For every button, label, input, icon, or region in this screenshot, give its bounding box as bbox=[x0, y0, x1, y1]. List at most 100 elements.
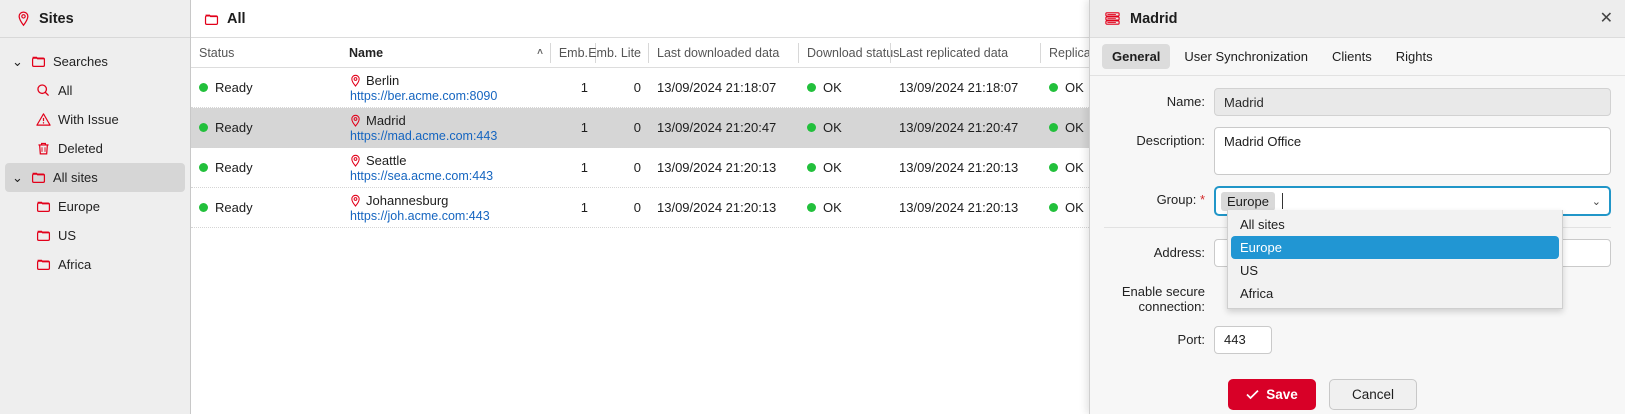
sidebar-item-us[interactable]: US bbox=[5, 221, 185, 250]
group-selected-chip[interactable]: Europe bbox=[1221, 191, 1275, 211]
sidebar-item-label: All sites bbox=[53, 170, 98, 185]
cell-emblite: 0 bbox=[633, 200, 641, 215]
site-name-text: Madrid bbox=[366, 112, 406, 128]
name-field-control: Madrid bbox=[1214, 88, 1611, 116]
cell-download-status: OK bbox=[799, 160, 891, 175]
site-url-link[interactable]: https://sea.acme.com:443 bbox=[350, 168, 494, 183]
table-row[interactable]: Ready Berlin https://ber.acme.com:8090 1 0 13… bbox=[191, 68, 1625, 108]
site-url-link[interactable]: https://joh.acme.com:443 bbox=[350, 208, 490, 223]
column-header-emblite[interactable]: Emb. Lite bbox=[588, 38, 649, 68]
dropdown-option-europe[interactable]: Europe bbox=[1231, 236, 1559, 259]
column-divider[interactable] bbox=[890, 42, 891, 63]
sidebar-item-africa[interactable]: Africa bbox=[5, 250, 185, 279]
column-header-emb[interactable]: Emb. bbox=[551, 38, 596, 68]
tab-rights[interactable]: Rights bbox=[1395, 49, 1433, 64]
site-url-link[interactable]: https://mad.acme.com:443 bbox=[350, 128, 498, 143]
dropdown-option-us[interactable]: US bbox=[1240, 263, 1259, 278]
secure-connection-row: Enable secure connection: bbox=[1090, 278, 1611, 315]
status-dot-icon bbox=[199, 83, 208, 92]
replication-status-text: OK bbox=[1065, 120, 1084, 135]
status-text: Ready bbox=[215, 80, 253, 95]
cell-replication-status: OK bbox=[1041, 80, 1121, 95]
dropdown-option-all-sites[interactable]: All sites bbox=[1240, 217, 1285, 232]
sidebar-item-deleted[interactable]: Deleted bbox=[5, 134, 185, 163]
status-dot-icon bbox=[1049, 163, 1058, 172]
sort-ascending-icon[interactable]: ˄ bbox=[537, 47, 543, 58]
cell-emb: 1 bbox=[580, 80, 588, 95]
sidebar-item-label: Europe bbox=[58, 199, 100, 214]
description-input[interactable]: Madrid Office bbox=[1214, 127, 1611, 175]
sidebar-item-label: Searches bbox=[53, 54, 108, 69]
cell-download-status: OK bbox=[799, 120, 891, 135]
name-input: Madrid bbox=[1214, 88, 1611, 116]
search-icon bbox=[36, 83, 51, 98]
column-divider[interactable] bbox=[648, 42, 649, 63]
cell-name: Berlin https://ber.acme.com:8090 bbox=[341, 73, 551, 103]
cell-last-downloaded: 13/09/2024 21:18:07 bbox=[657, 80, 777, 95]
column-header-name[interactable]: Name ˄ bbox=[341, 38, 551, 68]
form-buttons: Save Cancel bbox=[1090, 365, 1611, 410]
cell-status: Ready bbox=[191, 200, 341, 215]
sidebar-item-label: Africa bbox=[58, 257, 92, 272]
cell-replication-status: OK bbox=[1041, 120, 1121, 135]
folder-icon bbox=[204, 12, 219, 26]
chevron-down-icon[interactable]: ⌄ bbox=[1591, 196, 1601, 208]
status-dot-icon bbox=[807, 123, 816, 132]
column-divider[interactable] bbox=[798, 42, 799, 63]
cell-last-replicated: 13/09/2024 21:18:07 bbox=[899, 80, 1019, 95]
column-divider[interactable] bbox=[1040, 42, 1041, 63]
cancel-button[interactable]: Cancel bbox=[1329, 378, 1417, 410]
group-label-text: Group: bbox=[1156, 192, 1197, 207]
download-status-text: OK bbox=[823, 120, 842, 135]
cell-last-downloaded: 13/09/2024 21:20:13 bbox=[657, 160, 777, 175]
column-header-lastrep[interactable]: Last replicated data bbox=[891, 38, 1041, 68]
save-button[interactable]: Save bbox=[1228, 378, 1316, 410]
chevron-down-icon[interactable]: ⌄ bbox=[12, 53, 23, 69]
secure-connection-label: Enable secure connection: bbox=[1090, 278, 1214, 315]
breadcrumb: All bbox=[191, 11, 246, 27]
cell-name: Madrid https://mad.acme.com:443 bbox=[341, 113, 551, 143]
group-label: Group: * bbox=[1090, 186, 1214, 207]
site-name-text: Seattle bbox=[366, 152, 407, 168]
status-dot-icon bbox=[807, 163, 816, 172]
tab-clients[interactable]: Clients bbox=[1331, 49, 1372, 64]
sidebar-item-europe[interactable]: Europe bbox=[5, 192, 185, 221]
location-pin-icon bbox=[349, 154, 362, 167]
sidebar-item-with-issue[interactable]: With Issue bbox=[5, 105, 185, 134]
cell-replication-status: OK bbox=[1041, 200, 1121, 215]
address-label: Address: bbox=[1153, 245, 1205, 260]
column-header-status[interactable]: Status bbox=[191, 38, 341, 68]
sidebar-item-searches[interactable]: ⌄ Searches bbox=[5, 47, 185, 76]
site-name: Johannesburg bbox=[349, 193, 448, 208]
close-icon[interactable]: ✕ bbox=[1599, 9, 1613, 27]
cell-replication-status: OK bbox=[1041, 160, 1121, 175]
sidebar-item-all-sites[interactable]: ⌄ All sites bbox=[5, 163, 185, 192]
column-header-dlstatus[interactable]: Download status bbox=[799, 38, 899, 68]
cell-last-downloaded: 13/09/2024 21:20:13 bbox=[657, 200, 777, 215]
cell-status: Ready bbox=[191, 80, 341, 95]
column-header-label: Replicat bbox=[1049, 45, 1095, 60]
location-pin-icon bbox=[16, 10, 31, 27]
sidebar-header: Sites bbox=[0, 0, 190, 38]
sidebar-item-all[interactable]: All bbox=[5, 76, 185, 105]
dropdown-option-africa[interactable]: Africa bbox=[1240, 286, 1274, 301]
cell-download-status: OK bbox=[799, 80, 891, 95]
status-dot-icon bbox=[199, 203, 208, 212]
cell-download-status: OK bbox=[799, 200, 891, 215]
chevron-down-icon[interactable]: ⌄ bbox=[12, 169, 23, 185]
column-divider[interactable] bbox=[550, 42, 551, 63]
group-dropdown-list[interactable]: All sites Europe US Africa bbox=[1227, 210, 1563, 309]
column-header-lastdl[interactable]: Last downloaded data bbox=[649, 38, 799, 68]
tab-general[interactable]: General bbox=[1102, 44, 1171, 69]
required-asterisk: * bbox=[1199, 192, 1205, 207]
cell-last-replicated: 13/09/2024 21:20:47 bbox=[899, 120, 1019, 135]
table-row[interactable]: Ready Seattle https://sea.acme.com:443 1 0 13… bbox=[191, 148, 1625, 188]
column-divider[interactable] bbox=[595, 42, 596, 63]
port-input[interactable]: 443 bbox=[1214, 325, 1272, 354]
tab-user-synchronization[interactable]: User Synchronization bbox=[1184, 49, 1308, 64]
cell-emb: 1 bbox=[580, 160, 588, 175]
table-row[interactable]: Ready Johannesburg https://joh.acme.com:44… bbox=[191, 188, 1625, 228]
column-header-label: Last downloaded data bbox=[657, 45, 780, 60]
site-url-link[interactable]: https://ber.acme.com:8090 bbox=[350, 88, 498, 103]
site-detail-panel: Madrid ✕ General User Synchronization Clie… bbox=[1089, 0, 1625, 414]
